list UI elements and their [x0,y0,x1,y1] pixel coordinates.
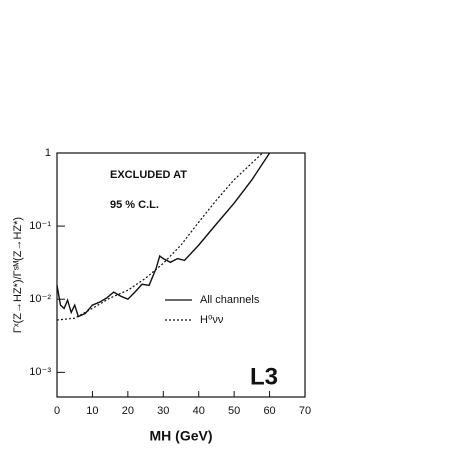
line-series [56,152,263,321]
x-tick-label: 20 [122,405,134,417]
x-tick-label: 0 [54,405,60,417]
x-tick-label: 70 [299,405,311,417]
x-tick-label: 10 [86,405,98,417]
x-tick-label: 30 [157,405,169,417]
y-axis-label: Γˣ(Z→HZ*)/Γˢᴹ(Z→HZ*) [12,217,24,333]
annotation: L3 [250,363,278,390]
annotation: 95 % C.L. [110,199,159,211]
legend-label: H⁰νν [200,314,224,326]
x-tick-label: 50 [228,405,240,417]
y-tick-label: 10⁻³ [29,366,51,378]
x-tick-label: 40 [193,405,205,417]
x-axis-label: MH (GeV) [150,428,213,444]
y-tick-label: 1 [45,147,51,159]
legend-label: All channels [200,294,260,306]
line-series [56,152,271,318]
y-tick-label: 10⁻² [29,293,51,305]
x-tick-label: 60 [263,405,275,417]
y-tick-label: 10⁻¹ [29,220,51,232]
annotation: EXCLUDED AT [110,169,187,181]
plot-frame [56,152,306,398]
